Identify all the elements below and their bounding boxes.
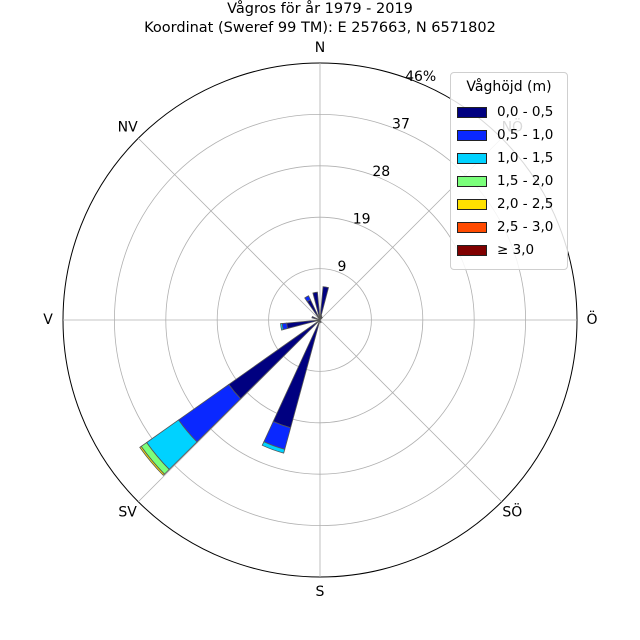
direction-label: N — [315, 40, 325, 56]
legend-swatch — [457, 175, 487, 187]
legend-swatch — [457, 106, 487, 118]
legend-item: 2,0 - 2,5 — [457, 196, 553, 212]
radial-tick-label: 46% — [405, 69, 436, 85]
legend-item: 1,0 - 1,5 — [457, 150, 553, 166]
legend-item: 1,5 - 2,0 — [457, 173, 553, 189]
direction-label: SÖ — [502, 502, 522, 520]
rose-bar-segment — [319, 319, 322, 324]
rose-bar-segment — [280, 323, 284, 331]
rose-bar-segment — [319, 286, 330, 321]
legend-item: 0,5 - 1,0 — [457, 127, 553, 143]
legend-swatch — [457, 129, 487, 141]
legend-label: 2,5 - 3,0 — [497, 219, 554, 235]
legend-item: ≥ 3,0 — [457, 242, 534, 258]
polar-grid — [62, 62, 578, 578]
legend-title: Våghöjd (m) — [466, 79, 552, 95]
legend-swatch — [457, 152, 487, 164]
direction-label: NV — [118, 120, 138, 136]
radial-tick-label: 9 — [338, 259, 347, 275]
legend-swatch — [457, 198, 487, 210]
legend-label: 2,0 - 2,5 — [497, 196, 554, 212]
legend-item: 2,5 - 3,0 — [457, 219, 553, 235]
grid-spoke — [137, 137, 321, 321]
direction-label: S — [316, 584, 325, 600]
chart-title: Vågros för år 1979 - 2019 Koordinat (Swe… — [0, 0, 640, 38]
direction-label: Ö — [586, 310, 597, 328]
rose-bar-segment — [139, 445, 166, 476]
legend-item: 0,0 - 0,5 — [457, 104, 553, 120]
legend-label: 0,0 - 0,5 — [497, 104, 554, 120]
legend-label: ≥ 3,0 — [497, 242, 535, 258]
legend-label: 1,0 - 1,5 — [497, 150, 554, 166]
rose-bar-segment — [311, 315, 321, 321]
rose-bar-segment — [312, 291, 321, 321]
grid-spoke — [319, 319, 503, 503]
legend-swatch — [457, 221, 487, 233]
chart-title-line1: Vågros för år 1979 - 2019 — [227, 1, 413, 17]
legend-swatch — [457, 244, 487, 256]
direction-label: SV — [118, 504, 137, 520]
chart-subtitle: Koordinat (Sweref 99 TM): E 257663, N 65… — [144, 20, 496, 36]
radial-tick-label: 37 — [392, 117, 410, 133]
radial-tick-label: 28 — [372, 164, 390, 180]
rose-bar-segment — [261, 441, 286, 454]
radial-tick-label: 19 — [353, 211, 371, 227]
legend-label: 0,5 - 1,0 — [497, 127, 554, 143]
rose-bar-segment — [319, 316, 323, 321]
legend: Våghöjd (m) 0,0 - 0,5 0,5 - 1,0 1,0 - 1,5 1… — [450, 72, 568, 270]
rose-sectors — [139, 286, 330, 476]
direction-label: V — [43, 312, 53, 328]
rose-bar-segment — [304, 295, 311, 303]
legend-label: 1,5 - 2,0 — [497, 173, 554, 189]
